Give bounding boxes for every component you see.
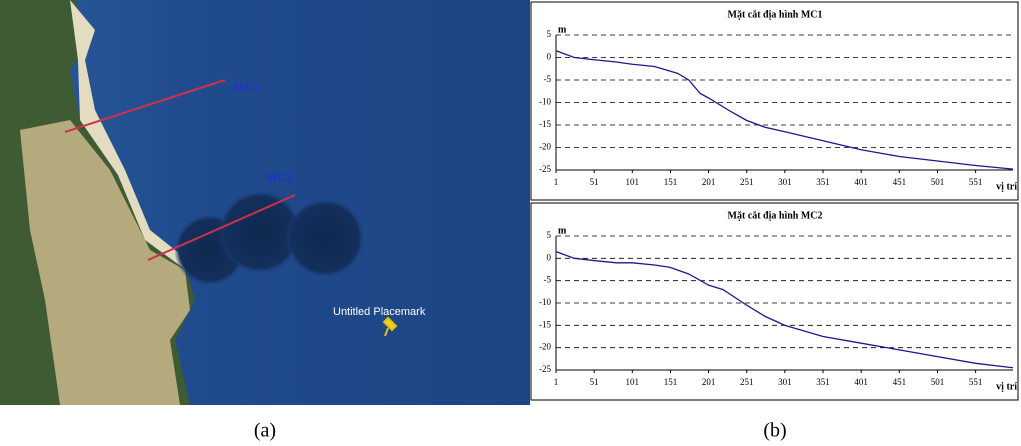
chart-title: Mặt cắt địa hình MC2: [728, 210, 823, 221]
figure: MC1 MC2 Untitled Placemark (a) (b) Mặt c…: [0, 0, 1021, 446]
x-tick-label: 251: [740, 177, 754, 187]
x-tick-label: 301: [778, 377, 792, 387]
y-tick-label: -20: [539, 142, 551, 152]
x-tick-label: 451: [893, 177, 907, 187]
x-tick-label: 551: [969, 177, 983, 187]
x-tick-label: 101: [626, 177, 640, 187]
map-label: MC2: [266, 170, 292, 184]
y-tick-label: -10: [539, 297, 551, 307]
caption: (b): [763, 420, 786, 442]
x-tick-label: 151: [664, 377, 678, 387]
placemark-label: Untitled Placemark: [333, 306, 426, 318]
y-axis-label: m: [558, 225, 567, 236]
y-tick-label: 0: [547, 252, 552, 262]
y-tick-label: -15: [539, 319, 551, 329]
x-tick-label: 351: [816, 377, 830, 387]
y-tick-label: 0: [547, 52, 552, 62]
chart-title: Mặt cắt địa hình MC1: [728, 9, 823, 20]
x-tick-label: 401: [854, 377, 868, 387]
x-axis-label: vị trí: [996, 381, 1017, 392]
x-tick-label: 101: [626, 377, 640, 387]
x-tick-label: 201: [702, 177, 716, 187]
y-axis-label: m: [558, 24, 567, 35]
y-tick-label: -15: [539, 119, 551, 129]
x-tick-label: 151: [664, 177, 678, 187]
caption: (a): [254, 420, 276, 442]
x-tick-label: 51: [590, 377, 599, 387]
map-label: MC1: [233, 80, 259, 94]
satellite-image: MC1 MC2 Untitled Placemark: [0, 0, 530, 405]
x-tick-label: 401: [854, 177, 868, 187]
x-tick-label: 501: [931, 177, 945, 187]
y-tick-label: 5: [547, 230, 552, 240]
y-tick-label: -25: [539, 164, 551, 174]
x-axis-label: vị trí: [996, 181, 1017, 192]
x-tick-label: 451: [893, 377, 907, 387]
x-tick-label: 1: [554, 377, 559, 387]
y-tick-label: -5: [544, 275, 552, 285]
x-tick-label: 251: [740, 377, 754, 387]
y-tick-label: -10: [539, 97, 551, 107]
y-tick-label: -5: [544, 74, 552, 84]
x-tick-label: 1: [554, 177, 559, 187]
y-tick-label: -20: [539, 342, 551, 352]
x-tick-label: 301: [778, 177, 792, 187]
x-tick-label: 51: [590, 177, 599, 187]
y-tick-label: -25: [539, 364, 551, 374]
x-tick-label: 351: [816, 177, 830, 187]
y-tick-label: 5: [547, 29, 552, 39]
x-tick-label: 501: [931, 377, 945, 387]
x-tick-label: 551: [969, 377, 983, 387]
x-tick-label: 201: [702, 377, 716, 387]
